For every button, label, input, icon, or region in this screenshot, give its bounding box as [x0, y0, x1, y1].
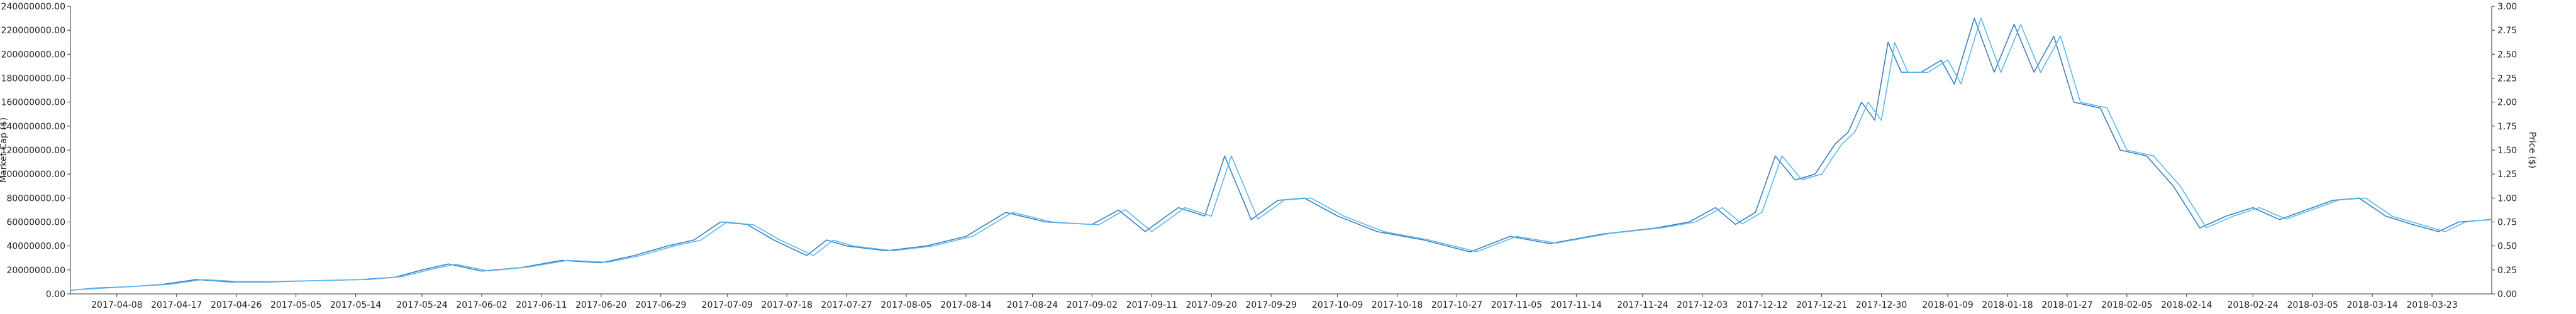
x-axis-tick-label: 2018-01-18	[1982, 300, 2033, 310]
right-axis-tick-label: 2.25	[2497, 74, 2517, 84]
x-axis-tick-label: 2018-03-05	[2287, 300, 2338, 310]
price-series-line	[70, 17, 2492, 291]
x-axis-tick-label: 2017-04-26	[211, 300, 262, 310]
x-axis-tick-label: 2017-12-21	[1796, 300, 1847, 310]
right-axis-tick-label: 2.00	[2497, 98, 2517, 108]
x-axis-tick-label: 2017-06-20	[575, 300, 626, 310]
x-axis-tick-label: 2017-10-18	[1372, 300, 1423, 310]
x-axis-tick-label: 2017-12-03	[1677, 300, 1728, 310]
x-axis-tick-label: 2018-01-09	[1922, 300, 1973, 310]
x-axis-tick-label: 2017-07-27	[821, 300, 872, 310]
right-axis-tick-label: 1.25	[2497, 170, 2517, 180]
right-axis-tick-label: 1.00	[2497, 193, 2517, 203]
x-axis-tick-label: 2017-11-24	[1617, 300, 1668, 310]
x-axis-tick-label: 2017-09-20	[1186, 300, 1237, 310]
x-axis-tick-label: 2017-05-05	[270, 300, 321, 310]
x-axis-tick-label: 2017-09-11	[1126, 300, 1177, 310]
right-axis-tick-label: 0.75	[2497, 218, 2517, 228]
left-axis-tick-label: 80000000.00	[6, 193, 65, 203]
ticks-layer: 0.00 20000000.00 40000000.00 60000000.00 800…	[1, 2, 2518, 310]
x-axis-tick-label: 2018-02-24	[2228, 300, 2279, 310]
left-axis-title: Market Cap ($)	[0, 117, 9, 183]
x-axis-tick-label: 2017-09-29	[1245, 300, 1296, 310]
right-axis-title: Price ($)	[2527, 132, 2537, 168]
left-axis-tick-label: 140000000.00	[1, 122, 65, 132]
x-axis-tick-label: 2017-04-17	[151, 300, 202, 310]
left-axis-tick-label: 120000000.00	[1, 146, 65, 156]
x-axis-tick-label: 2018-03-23	[2406, 300, 2457, 310]
left-axis-tick-label: 20000000.00	[6, 266, 65, 276]
left-axis-tick-label: 40000000.00	[6, 242, 65, 252]
x-axis-tick-label: 2017-08-05	[880, 300, 931, 310]
x-axis-tick-label: 2017-08-14	[940, 300, 991, 310]
x-axis-tick-label: 2017-05-14	[330, 300, 381, 310]
left-axis-tick-label: 240000000.00	[1, 2, 65, 12]
x-axis-tick-label: 2017-11-14	[1551, 300, 1602, 310]
left-axis-tick-label: 0.00	[46, 290, 65, 300]
left-axis-tick-label: 220000000.00	[1, 26, 65, 36]
left-axis-tick-label: 160000000.00	[1, 98, 65, 108]
x-axis-tick-label: 2017-12-12	[1736, 300, 1787, 310]
x-axis-tick-label: 2017-05-24	[396, 300, 447, 310]
left-axis-tick-label: 200000000.00	[1, 50, 65, 60]
x-axis-tick-label: 2017-07-18	[761, 300, 812, 310]
left-axis-tick-label: 100000000.00	[1, 170, 65, 180]
right-axis-tick-label: 0.25	[2497, 266, 2517, 276]
series-layer	[70, 17, 2492, 291]
x-axis-tick-label: 2017-06-02	[456, 300, 507, 310]
right-axis-tick-label: 3.00	[2497, 2, 2517, 12]
x-axis-tick-label: 2017-06-11	[516, 300, 567, 310]
x-axis-tick-label: 2018-02-05	[2101, 300, 2152, 310]
left-axis-tick-label: 60000000.00	[6, 218, 65, 228]
x-axis-tick-label: 2018-01-27	[2041, 300, 2092, 310]
market-cap-series-line	[70, 18, 2492, 291]
x-axis-tick-label: 2017-11-05	[1491, 300, 1542, 310]
right-axis-tick-label: 2.75	[2497, 26, 2517, 36]
x-axis-tick-label: 2018-02-14	[2161, 300, 2212, 310]
right-axis-tick-label: 0.50	[2497, 242, 2517, 252]
x-axis-tick-label: 2017-07-09	[702, 300, 753, 310]
right-axis-tick-label: 1.50	[2497, 146, 2517, 156]
right-axis-tick-label: 0.00	[2497, 290, 2517, 300]
x-axis-tick-label: 2018-03-14	[2346, 300, 2397, 310]
x-axis-tick-label: 2017-06-29	[635, 300, 686, 310]
right-axis-tick-label: 2.50	[2497, 50, 2517, 60]
x-axis-tick-label: 2017-09-02	[1067, 300, 1118, 310]
left-axis-tick-label: 180000000.00	[1, 74, 65, 84]
right-axis-tick-label: 1.75	[2497, 122, 2517, 132]
x-axis-tick-label: 2017-10-09	[1312, 300, 1363, 310]
x-axis-tick-label: 2017-08-24	[1007, 300, 1058, 310]
x-axis-tick-label: 2017-12-30	[1856, 300, 1907, 310]
x-axis-tick-label: 2017-10-27	[1431, 300, 1482, 310]
x-axis-tick-label: 2017-04-08	[91, 300, 142, 310]
